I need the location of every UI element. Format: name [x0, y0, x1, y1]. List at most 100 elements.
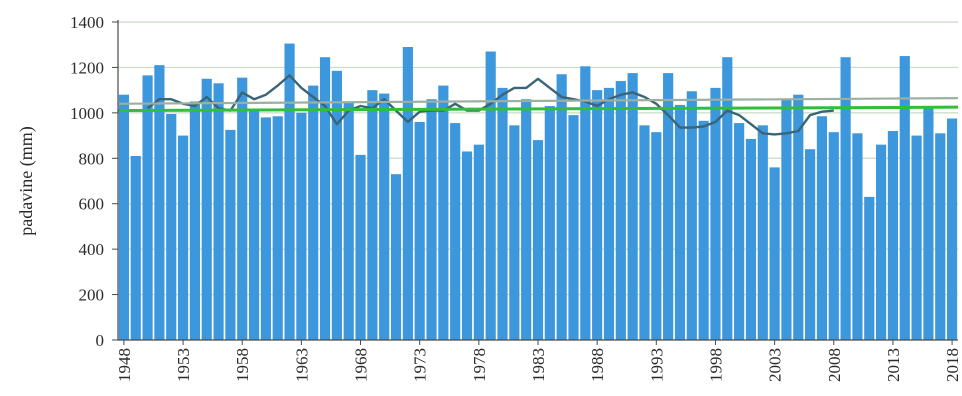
- x-tick-labels: 1948 1953 1958 1963 1968 1973 1978 1983 1988 1993…: [115, 340, 962, 382]
- bar: [272, 116, 283, 340]
- bar: [177, 135, 189, 340]
- bar: [852, 133, 863, 340]
- bar: [473, 144, 484, 340]
- bar: [319, 57, 331, 340]
- bar: [296, 112, 307, 340]
- bar: [663, 73, 674, 340]
- bar: [911, 135, 922, 340]
- bar: [166, 113, 177, 340]
- bar: [414, 121, 425, 340]
- bar: [674, 104, 686, 341]
- bar: [556, 74, 567, 340]
- bar: [485, 51, 496, 341]
- moving-average-line: [146, 74, 834, 136]
- x-tick-label: 1988: [588, 348, 607, 382]
- bar: [355, 154, 366, 340]
- bar: [710, 87, 721, 340]
- bar: [308, 85, 319, 340]
- x-tick-label: 2003: [766, 348, 785, 382]
- bar: [615, 81, 626, 341]
- bar: [627, 73, 638, 340]
- bar: [426, 99, 437, 340]
- bar: [189, 101, 200, 340]
- bar: [142, 75, 153, 340]
- bar: [698, 120, 709, 340]
- bar: [402, 46, 413, 340]
- x-tick-label: 1948: [115, 348, 134, 382]
- bar: [935, 133, 946, 340]
- bar: [580, 66, 591, 341]
- bar: [118, 94, 130, 340]
- bar: [946, 118, 958, 341]
- bar: [130, 156, 141, 340]
- y-tick-label: 1400: [70, 13, 104, 32]
- x-tick-label: 1973: [411, 348, 430, 382]
- bar: [639, 125, 650, 340]
- bar: [592, 90, 603, 341]
- x-tick-label: 2013: [884, 348, 903, 382]
- bar: [367, 90, 378, 341]
- x-tick-label: 2008: [825, 348, 844, 382]
- bar: [532, 140, 544, 340]
- bar: [769, 167, 780, 340]
- bar: [509, 125, 520, 340]
- bar: [816, 116, 828, 340]
- bar: [757, 125, 768, 340]
- bar: [745, 138, 757, 340]
- bar: [497, 87, 508, 340]
- bar: [722, 57, 733, 340]
- y-tick-labels: 0 200 400 600 800 1000 1200 1400: [70, 13, 118, 350]
- bar: [686, 91, 697, 341]
- bar: [603, 87, 615, 340]
- bar: [213, 83, 224, 340]
- y-tick-label: 0: [96, 331, 105, 350]
- bar: [450, 123, 461, 340]
- bar: [521, 99, 532, 340]
- bar: [876, 144, 887, 340]
- bar: [805, 149, 816, 340]
- bar: [544, 106, 555, 341]
- bar: [201, 78, 212, 341]
- y-axis-title: padavine (mm): [16, 126, 37, 235]
- bar: [864, 196, 875, 340]
- bar: [734, 123, 745, 340]
- x-tick-label: 1978: [470, 348, 489, 382]
- bar: [237, 77, 248, 341]
- line-series: [117, 74, 959, 136]
- bar: [899, 56, 910, 340]
- bar: [438, 85, 449, 340]
- bar: [461, 151, 473, 340]
- bar: [331, 70, 342, 340]
- bar: [379, 93, 390, 340]
- bar: [390, 174, 402, 340]
- bar: [568, 115, 579, 340]
- bar: [154, 65, 165, 341]
- y-tick-label: 400: [79, 240, 105, 259]
- bar-series: [118, 43, 958, 341]
- y-tick-label: 800: [79, 149, 105, 168]
- x-tick-label: 1998: [706, 348, 725, 382]
- y-tick-label: 600: [79, 195, 105, 214]
- bar: [840, 57, 851, 340]
- trend-line: [117, 96, 959, 105]
- bar: [828, 132, 839, 340]
- x-tick-label: 1958: [233, 348, 252, 382]
- x-tick-label: 2018: [943, 348, 962, 382]
- bar: [887, 131, 899, 340]
- y-tick-label: 200: [79, 286, 105, 305]
- bar: [923, 106, 934, 341]
- x-tick-label: 1993: [647, 348, 666, 382]
- bar: [284, 43, 295, 340]
- x-tick-label: 1983: [529, 348, 548, 382]
- bar: [260, 117, 271, 341]
- y-tick-label: 1200: [70, 58, 104, 77]
- mean-line: [117, 105, 959, 113]
- bar: [781, 99, 792, 340]
- x-tick-label: 1953: [174, 348, 193, 382]
- bar: [343, 101, 354, 340]
- bar: [793, 94, 804, 340]
- bar: [651, 132, 662, 340]
- x-tick-label: 1963: [292, 348, 311, 382]
